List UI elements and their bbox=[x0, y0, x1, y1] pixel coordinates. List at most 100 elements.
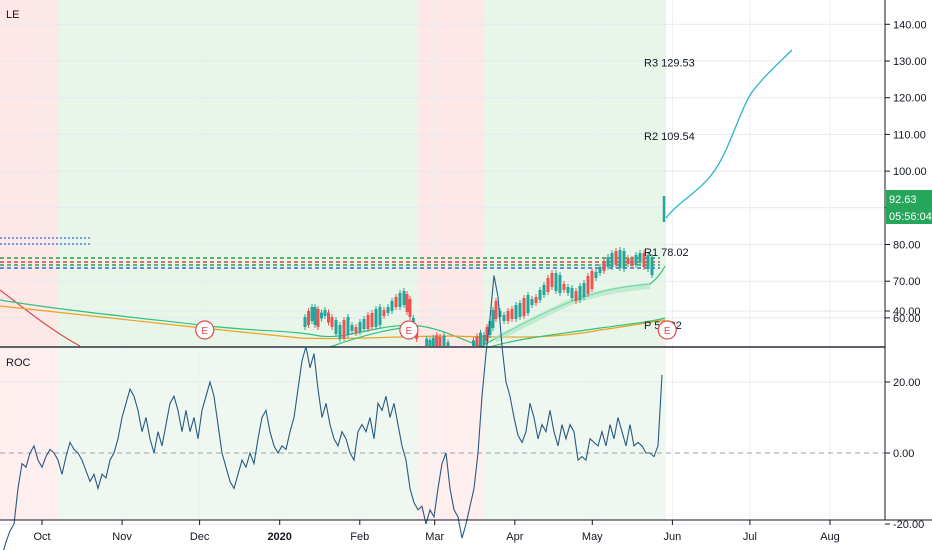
candle-body bbox=[378, 307, 382, 325]
candle-body bbox=[594, 272, 598, 278]
candle-body bbox=[602, 261, 606, 271]
candle-body bbox=[646, 255, 650, 269]
candle-body bbox=[386, 307, 390, 313]
candle-body bbox=[494, 301, 498, 319]
candle-body bbox=[425, 338, 429, 346]
candle-body bbox=[334, 320, 338, 334]
candle-body bbox=[307, 311, 310, 325]
ma-band bbox=[493, 283, 651, 343]
candle-body bbox=[610, 253, 614, 267]
price-tick-label: 70.00 bbox=[893, 276, 921, 288]
candle-body bbox=[435, 335, 439, 346]
candle-body bbox=[446, 342, 450, 346]
candle-body bbox=[506, 311, 510, 321]
candle-body bbox=[354, 327, 358, 333]
roc-tick-label: 0.00 bbox=[893, 448, 914, 460]
roc-tick-label: -20.00 bbox=[893, 519, 924, 531]
pivot-label: R2 109.54 bbox=[644, 131, 695, 143]
candle-body bbox=[438, 337, 442, 346]
time-tick-label: 2020 bbox=[267, 531, 291, 543]
candle-body bbox=[370, 313, 374, 327]
candle-body bbox=[582, 283, 586, 297]
candle-body bbox=[586, 276, 590, 294]
trend-background-regions bbox=[0, 0, 666, 520]
candle-body bbox=[382, 310, 386, 316]
candle-body bbox=[374, 309, 378, 327]
candle-body bbox=[618, 250, 622, 268]
last-price-text: 92.63 bbox=[889, 194, 917, 206]
price-tick-label: 80.00 bbox=[893, 240, 921, 252]
candle-body bbox=[320, 312, 323, 319]
candle-body bbox=[323, 310, 327, 316]
candle-body bbox=[562, 284, 566, 290]
candle-body bbox=[554, 273, 558, 291]
candle-body bbox=[362, 319, 366, 329]
candle-body bbox=[338, 325, 342, 339]
ma-green-line bbox=[0, 299, 491, 348]
candle-body bbox=[398, 293, 402, 307]
candle-body bbox=[626, 258, 630, 264]
earnings-letter: E bbox=[201, 326, 208, 337]
price-tick-label: 130.00 bbox=[893, 56, 927, 68]
bear-region bbox=[0, 348, 58, 520]
candle-body bbox=[514, 305, 518, 319]
candle-body bbox=[502, 315, 506, 321]
time-tick-label: Mar bbox=[425, 531, 444, 543]
candle-body bbox=[518, 303, 522, 317]
candle-body bbox=[475, 336, 479, 346]
last-price-badge: 92.63 05:56:04 bbox=[886, 190, 932, 224]
bear-region bbox=[418, 0, 484, 347]
time-tick-label: Dec bbox=[190, 531, 210, 543]
candle-body bbox=[472, 340, 475, 346]
candle-body bbox=[650, 257, 654, 275]
candle-body bbox=[566, 287, 570, 293]
earnings-marker[interactable]: E bbox=[657, 320, 677, 340]
candle-body bbox=[550, 273, 554, 287]
bull-region bbox=[484, 348, 666, 520]
earnings-circle bbox=[399, 320, 419, 340]
candle-body bbox=[482, 335, 486, 345]
price-tick-label: 100.00 bbox=[893, 166, 927, 178]
earnings-circle bbox=[657, 320, 677, 340]
grid-lines bbox=[0, 0, 885, 525]
time-tick-label: Oct bbox=[33, 531, 50, 543]
candle-body bbox=[310, 307, 314, 321]
time-tick-label: Aug bbox=[820, 531, 840, 543]
candle-body bbox=[634, 255, 638, 265]
candle-body bbox=[316, 309, 320, 327]
roc-line bbox=[3, 275, 663, 550]
countdown-badge-bg bbox=[886, 207, 932, 224]
candle-body bbox=[558, 275, 562, 293]
projection-line bbox=[665, 49, 793, 219]
candle-body bbox=[346, 317, 350, 335]
time-tick-label: Nov bbox=[112, 531, 132, 543]
time-axis-ticks: Oct Nov Dec 2020 Feb Mar Apr May Jun Jul Aug bbox=[33, 520, 840, 543]
candle-body bbox=[574, 291, 578, 301]
roc-axis-ticks: 40.00 20.00 0.00 -20.00 bbox=[885, 306, 924, 531]
candle-body bbox=[510, 309, 514, 319]
candle-body bbox=[330, 317, 334, 327]
candle-body bbox=[530, 299, 534, 305]
ma-red-line bbox=[0, 289, 81, 347]
candle-body bbox=[590, 271, 594, 289]
candle-body bbox=[327, 312, 330, 323]
price-tick-label: 60.00 bbox=[893, 313, 921, 325]
candle-body bbox=[642, 253, 646, 267]
price-tick-label: 140.00 bbox=[893, 19, 927, 31]
time-tick-label: Jul bbox=[743, 531, 757, 543]
candle-body bbox=[622, 251, 626, 269]
candle-body bbox=[358, 322, 362, 332]
candle-body bbox=[390, 301, 394, 311]
candle-body bbox=[638, 253, 642, 263]
time-tick-label: Jun bbox=[664, 531, 682, 543]
pivot-label: R3 129.53 bbox=[644, 58, 695, 70]
earnings-marker[interactable]: E bbox=[195, 320, 215, 340]
candle-body bbox=[578, 286, 582, 300]
candle-body bbox=[405, 294, 409, 312]
candle-body bbox=[411, 318, 415, 324]
earnings-marker[interactable]: E bbox=[399, 320, 419, 340]
bull-region bbox=[58, 0, 418, 347]
candle-body bbox=[342, 320, 346, 338]
last-price-badge-bg bbox=[886, 190, 932, 207]
